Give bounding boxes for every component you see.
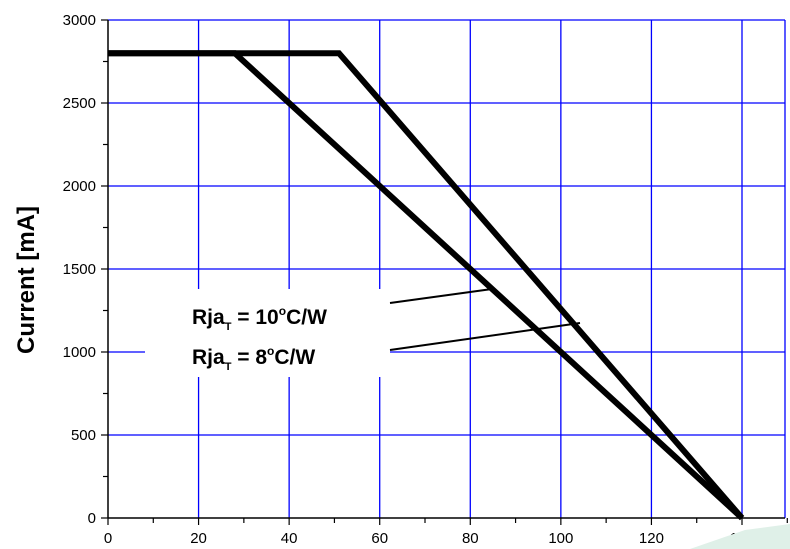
annotation-10cw-sub: T xyxy=(225,321,232,333)
y-tick-label: 500 xyxy=(71,427,96,444)
annotation-8cw-sub: T xyxy=(225,361,232,373)
annotation-10cw-unit: C/W xyxy=(286,306,327,329)
y-tick-label: 3000 xyxy=(63,12,96,29)
x-tick-label: 100 xyxy=(548,530,573,547)
annotation-8cw-eq: = 8 xyxy=(231,346,267,369)
y-tick-labels: 0 500 1000 1500 2000 2500 3000 xyxy=(63,12,96,527)
minor-ticks xyxy=(101,19,788,525)
annotation-10cw-sup: o xyxy=(279,304,286,318)
annotation-8cw-unit: C/W xyxy=(274,346,315,369)
leader-line-10cw xyxy=(389,288,493,304)
x-tick-label: 20 xyxy=(190,530,207,547)
annotation-8cw: RjaT = 8oC/W xyxy=(192,344,315,373)
y-tick-label: 2000 xyxy=(63,178,96,195)
decorative-corner-shape xyxy=(690,524,790,549)
series-line-1 xyxy=(108,50,745,521)
y-tick-label: 0 xyxy=(88,510,96,527)
x-tick-label: 60 xyxy=(371,530,388,547)
y-tick-label: 1000 xyxy=(63,344,96,361)
y-axis-label: Current [mA] xyxy=(13,206,40,354)
annotation-10cw: RjaT = 10oC/W xyxy=(192,304,327,333)
annotation-10cw-eq: = 10 xyxy=(231,306,278,329)
x-tick-label: 40 xyxy=(281,530,298,547)
annotation-backdrop xyxy=(145,289,390,377)
annotation-8cw-sup: o xyxy=(267,344,274,358)
x-tick-label: 0 xyxy=(104,530,112,547)
annotation-10cw-base: Rja xyxy=(192,306,225,329)
series-lines xyxy=(108,50,745,521)
annotation-8cw-base: Rja xyxy=(192,346,225,369)
axes xyxy=(107,20,785,519)
grid xyxy=(108,19,786,518)
y-tick-label: 1500 xyxy=(63,261,96,278)
y-tick-label: 2500 xyxy=(63,95,96,112)
leader-line-8cw xyxy=(389,322,581,351)
x-tick-label: 120 xyxy=(639,530,664,547)
x-tick-label: 80 xyxy=(462,530,479,547)
